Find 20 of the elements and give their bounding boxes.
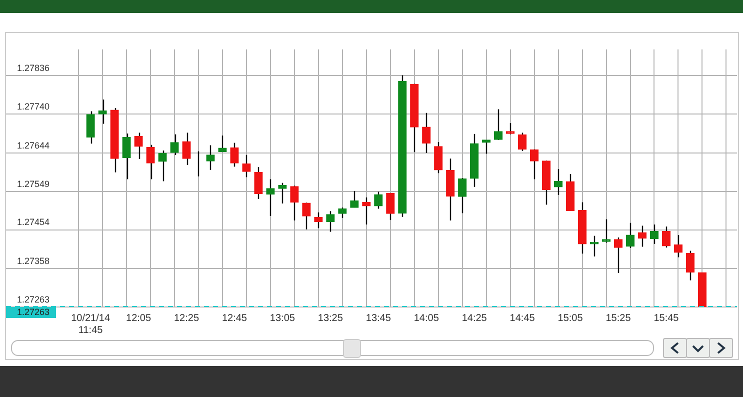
x-tick-label: 12:45 bbox=[222, 312, 248, 324]
x-tick-label: 12:05 bbox=[126, 312, 152, 324]
x-tick-label: 13:25 bbox=[318, 312, 344, 324]
x-tick-label: 14:25 bbox=[462, 312, 488, 324]
x-tick-label: 14:05 bbox=[414, 312, 440, 324]
x-tick-label: 15:05 bbox=[558, 312, 584, 324]
y-tick-label: 1.27549 bbox=[17, 178, 50, 189]
y-tick-label: 1.27836 bbox=[17, 62, 50, 73]
x-tick-label: 15:45 bbox=[654, 312, 680, 324]
x-tick-label: 12:25 bbox=[174, 312, 200, 324]
x-tick-label: 14:45 bbox=[510, 312, 536, 324]
x-tick-label: 10/21/14 11:45 bbox=[71, 312, 110, 336]
y-tick-label: 1.27740 bbox=[17, 102, 50, 112]
y-tick-label: 1.27263 bbox=[17, 294, 50, 304]
y-tick-label: 1.27454 bbox=[17, 217, 50, 228]
y-tick-label: 1.27358 bbox=[17, 256, 50, 266]
y-tick-label: 1.27644 bbox=[17, 140, 50, 150]
x-tick-label: 15:25 bbox=[606, 312, 632, 324]
x-tick-label: 13:05 bbox=[270, 312, 296, 324]
x-tick-label: 13:45 bbox=[366, 312, 392, 324]
